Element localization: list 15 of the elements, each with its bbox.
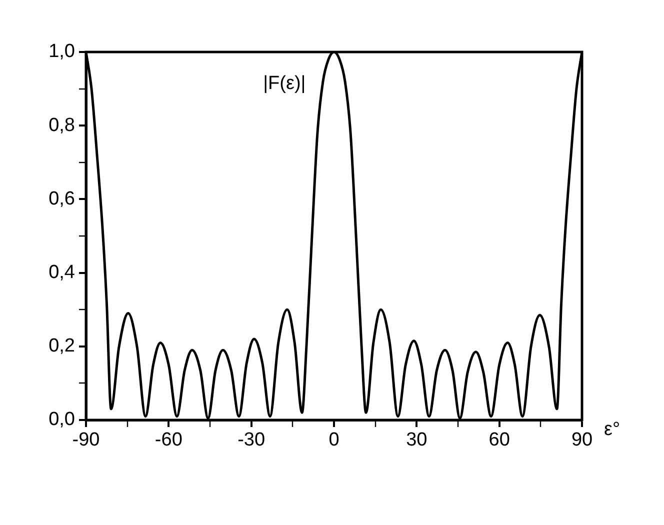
- y-tick-label: 0,0: [48, 409, 75, 430]
- x-tick-label: -30: [238, 430, 266, 451]
- x-tick-label: 60: [488, 430, 510, 451]
- x-tick-label: 30: [406, 430, 428, 451]
- x-axis-title: ε°: [604, 419, 620, 440]
- x-tick-label: -60: [154, 430, 182, 451]
- x-tick-label: 0: [328, 430, 340, 451]
- y-tick-label: 0,2: [48, 336, 75, 357]
- x-tick-label: -90: [72, 430, 100, 451]
- y-tick-label: 0,4: [48, 262, 76, 284]
- x-tick-label: 90: [571, 430, 593, 451]
- y-tick-label: 0,6: [48, 188, 75, 210]
- y-tick-label: 0,8: [48, 114, 75, 136]
- y-tick-label: 1,0: [48, 41, 75, 62]
- annotation: |F(ε)|: [263, 73, 306, 94]
